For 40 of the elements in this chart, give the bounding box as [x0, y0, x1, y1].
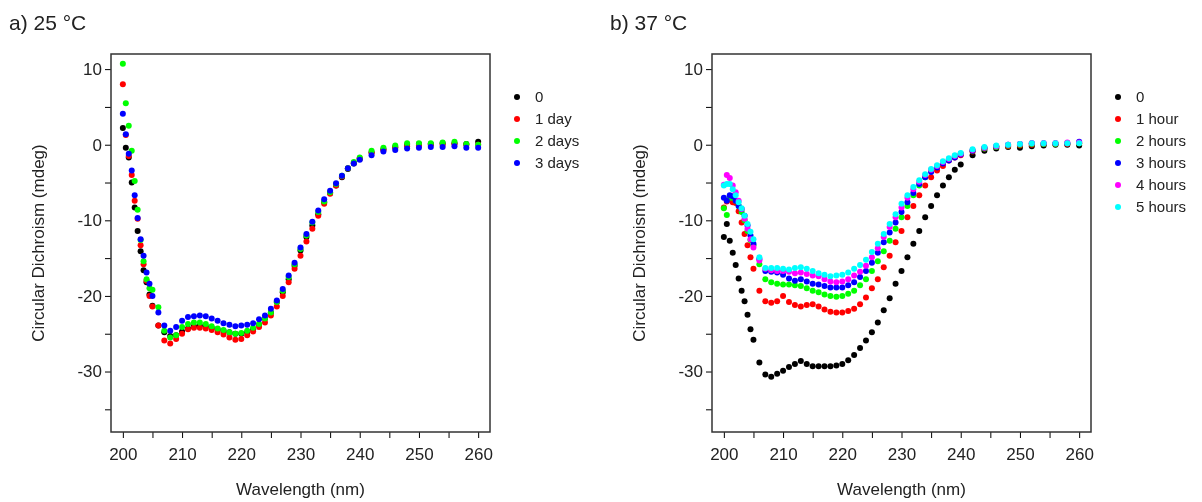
legend-label: 0 [1136, 88, 1145, 105]
x-tick-label: 200 [710, 444, 739, 464]
x-tick-label: 230 [286, 444, 316, 464]
legend-label: 3 days [535, 154, 580, 171]
x-axis-title: Wavelength (nm) [236, 480, 365, 499]
y-tick-label: -20 [77, 286, 102, 306]
y-tick-label: -20 [678, 286, 703, 306]
legend-label: 1 day [535, 110, 573, 127]
x-axis-title: Wavelength (nm) [837, 480, 966, 499]
y-tick-label: -30 [77, 362, 102, 382]
x-tick-label: 220 [227, 444, 256, 464]
y-tick-label: 10 [83, 60, 102, 80]
x-tick-label: 210 [168, 444, 197, 464]
legend-label: 4 hours [1136, 176, 1187, 193]
legend-label: 2 days [535, 132, 580, 149]
chart-title: b) 37 °C [610, 11, 688, 34]
x-tick-label: 250 [1006, 444, 1035, 464]
y-tick-label: -10 [678, 211, 703, 231]
x-tick-label: 250 [405, 444, 434, 464]
chart-title: a) 25 °C [9, 11, 87, 34]
x-tick-label: 240 [346, 444, 375, 464]
x-tick-label: 200 [109, 444, 138, 464]
y-axis-title: Circular Dichroism (mdeg) [29, 144, 48, 342]
y-axis-title: Circular Dichroism (mdeg) [630, 144, 649, 342]
legend-label: 1 hour [1136, 110, 1179, 127]
legend-label: 2 hours [1136, 132, 1187, 149]
y-tick-label: -10 [77, 211, 102, 231]
x-tick-label: 260 [1065, 444, 1094, 464]
y-tick-label: 10 [684, 60, 703, 80]
legend-label: 0 [535, 88, 544, 105]
x-tick-label: 220 [828, 444, 857, 464]
x-tick-label: 240 [947, 444, 976, 464]
legend-label: 5 hours [1136, 198, 1187, 215]
x-tick-label: 260 [464, 444, 493, 464]
y-tick-label: 0 [92, 135, 102, 155]
x-tick-label: 210 [769, 444, 798, 464]
y-tick-label: -30 [678, 362, 703, 382]
x-tick-label: 230 [887, 444, 917, 464]
y-tick-label: 0 [693, 135, 703, 155]
legend-label: 3 hours [1136, 154, 1187, 171]
